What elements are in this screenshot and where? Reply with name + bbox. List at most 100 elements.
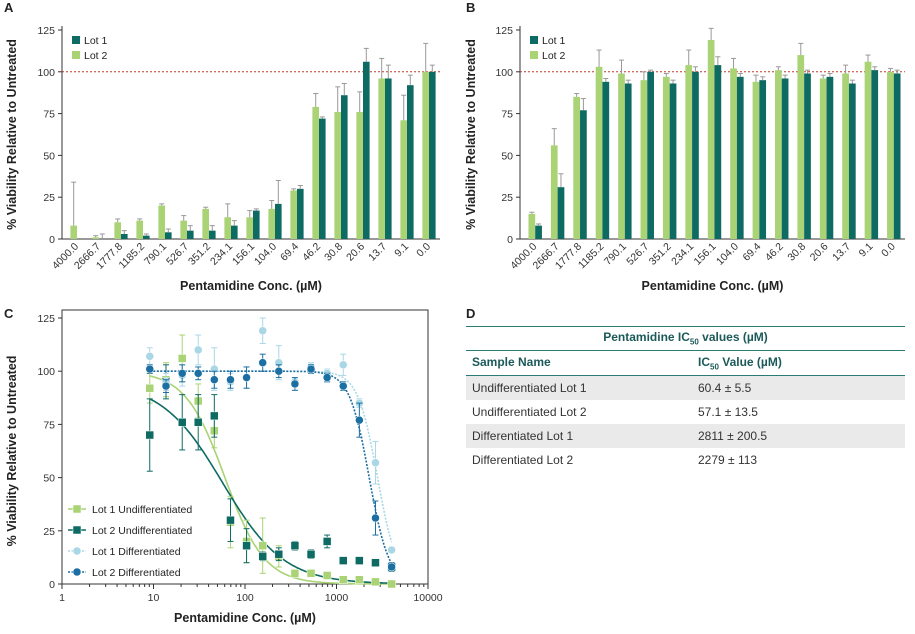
- y-tick-label: 125: [37, 25, 55, 37]
- point-lot2-undiff: [274, 549, 284, 559]
- x-tick-label: 46.2: [300, 241, 323, 264]
- bar-lot1: [669, 83, 677, 239]
- point-lot2-undiff: [177, 418, 187, 427]
- point-lot2-undiff: [339, 556, 348, 565]
- point-lot1-undiff: [355, 575, 364, 584]
- bar-lot2: [707, 40, 715, 240]
- bar-lot1: [647, 71, 654, 239]
- panel-label-D: D: [466, 306, 475, 321]
- bar-lot1: [385, 78, 392, 239]
- bar-lot2: [290, 190, 297, 239]
- legend-label: Lot 1: [84, 35, 108, 47]
- bar-lot2: [842, 73, 849, 239]
- point-lot2-diff: [145, 364, 155, 374]
- x-tick-label: 104.0: [714, 241, 741, 268]
- bar-lot1: [187, 230, 194, 239]
- row-sample-name: Undifferentiated Lot 2: [472, 404, 587, 419]
- point-lot1-undiff: [145, 383, 155, 393]
- point-lot1-undiff: [306, 569, 316, 578]
- x-tick-label: 1000: [325, 592, 349, 604]
- point-lot1-undiff: [322, 571, 332, 580]
- bar-lot2: [70, 225, 77, 239]
- x-axis-label: Pentamidine Conc. (µM): [642, 279, 784, 293]
- bar-lot2: [864, 61, 872, 239]
- bar-lot2: [92, 237, 99, 239]
- bar-lot1: [121, 233, 128, 239]
- legend-swatch-lot1: [530, 36, 538, 44]
- table-row: Differentiated Lot 2 2279 ± 113: [466, 448, 905, 472]
- bar-lot2: [180, 220, 187, 239]
- x-axis-label: Pentamidine Conc. (µM): [180, 279, 322, 293]
- bar-lot1: [341, 95, 348, 239]
- row-ic50-value: 2811 ± 200.5: [698, 428, 768, 443]
- bar-lot2: [528, 213, 536, 239]
- legend-marker-lot2-diff: [72, 567, 82, 577]
- point-lot2-undiff: [371, 558, 380, 567]
- point-lot1-diff: [339, 360, 348, 370]
- row-sample-name: Differentiated Lot 1: [472, 428, 574, 443]
- point-lot2-undiff: [290, 541, 300, 550]
- bar-lot1: [209, 230, 216, 239]
- y-tick-label: 75: [501, 109, 513, 121]
- row-sample-name: Differentiated Lot 2: [472, 452, 574, 467]
- table-header: Sample Name IC50 Value (µM): [466, 351, 905, 376]
- x-tick-label: 30.8: [785, 241, 808, 264]
- bar-lot2: [422, 71, 429, 239]
- x-tick-label: 0.0: [414, 241, 433, 260]
- bar-lot1: [557, 187, 565, 239]
- y-tick-label: 0: [49, 579, 55, 591]
- bar-lot1: [165, 232, 172, 239]
- y-tick-label: 100: [495, 67, 513, 79]
- legend-marker-lot1-undiff: [72, 504, 82, 514]
- point-lot2-diff: [322, 373, 332, 382]
- point-lot2-diff: [258, 358, 267, 367]
- x-tick-label: 1: [59, 592, 65, 604]
- point-lot2-undiff: [226, 515, 235, 525]
- x-axis-label: Pentamidine Conc. (µM): [174, 611, 316, 625]
- point-lot1-undiff: [258, 541, 267, 550]
- x-tick-label: 790.1: [602, 241, 629, 268]
- y-axis-label: % Viability Relative to Untreated: [5, 39, 19, 230]
- legend-marker-lot2-undiff: [72, 525, 82, 535]
- bar-lot1: [804, 73, 811, 239]
- bar-lot2: [685, 65, 693, 239]
- y-axis-label: % Viability Relative to Untreated: [5, 356, 19, 547]
- bar-lot1: [253, 210, 260, 239]
- x-tick-label: 10: [148, 592, 160, 604]
- point-lot1-undiff: [339, 575, 348, 584]
- table-row: Undifferentiated Lot 1 60.4 ± 5.5: [466, 375, 905, 400]
- bar-lot2: [550, 145, 558, 239]
- bar-lot2: [246, 217, 253, 239]
- y-tick-label: 50: [43, 150, 55, 162]
- legend-label: Lot 2: [84, 50, 108, 62]
- point-lot2-undiff: [210, 411, 219, 421]
- bar-lot1: [736, 76, 744, 239]
- bar-lot2: [378, 78, 385, 239]
- x-tick-label: 10000: [413, 592, 442, 604]
- y-axis-label: % Viability Relative to Untreated: [464, 39, 478, 230]
- point-lot2-diff: [226, 375, 235, 384]
- y-tick-label: 75: [43, 419, 55, 431]
- x-tick-label: 9.1: [392, 241, 411, 260]
- point-lot2-diff: [339, 381, 348, 391]
- bar-lot1: [143, 235, 150, 239]
- bar-lot1: [297, 188, 304, 239]
- y-tick-label: 25: [43, 192, 55, 204]
- bar-lot2: [268, 208, 275, 239]
- bar-lot2: [640, 80, 648, 239]
- bar-lot1: [275, 203, 282, 239]
- bar-lot1: [407, 85, 414, 240]
- point-lot2-diff: [355, 415, 364, 425]
- fit-curve-lot2-undiff: [149, 398, 392, 584]
- header-sample-name: Sample Name: [472, 355, 551, 370]
- point-lot1-undiff: [371, 577, 380, 587]
- x-tick-label: 104.0: [252, 241, 279, 268]
- bar-lot2: [662, 76, 670, 239]
- point-lot2-diff: [274, 366, 284, 376]
- legend-label: Lot 2 Differentiated: [92, 567, 181, 579]
- bar-lot1: [429, 71, 436, 239]
- x-tick-label: 69.4: [741, 241, 764, 264]
- point-lot1-undiff: [177, 354, 187, 363]
- point-lot1-undiff: [290, 569, 300, 578]
